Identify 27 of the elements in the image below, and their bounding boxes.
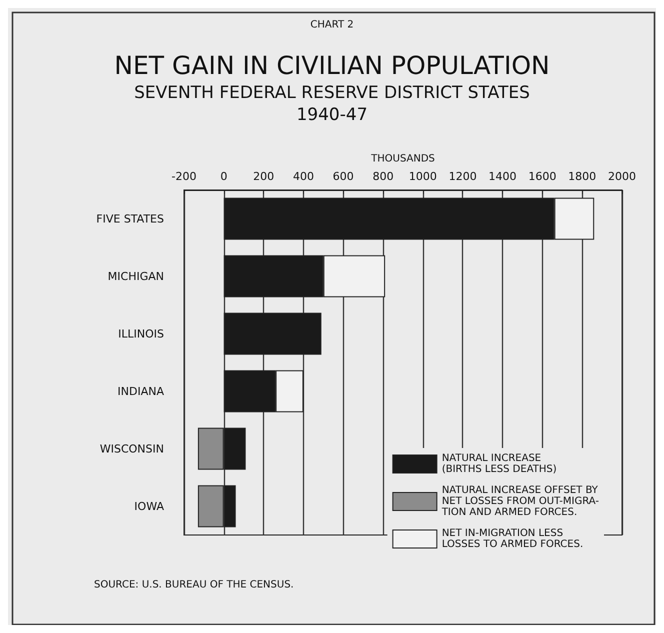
- source-note: SOURCE: U.S. BUREAU OF THE CENSUS.: [94, 580, 294, 590]
- x-tick-label: 200: [253, 170, 274, 183]
- x-tick-label: 800: [372, 170, 394, 183]
- chart-title: NET GAIN IN CIVILIAN POPULATION: [114, 51, 550, 80]
- x-tick-label: 1800: [568, 170, 596, 183]
- legend-label: NATURAL INCREASE OFFSET BY NET LOSSES FROM OUT-MIGRA- TION AND ARMED FORCES.: [440, 485, 600, 518]
- y-tick-label: WISCONSIN: [100, 442, 164, 456]
- bar: [224, 312, 322, 355]
- chart-subtitle: SEVENTH FEDERAL RESERVE DISTRICT STATES 1940-47: [134, 83, 530, 125]
- legend-label: NET IN-MIGRATION LESS LOSSES TO ARMED FORCES.: [442, 528, 584, 550]
- legend-label: NATURAL INCREASE (BIRTHS LESS DEATHS): [442, 453, 557, 475]
- y-tick-label: INDIANA: [118, 384, 164, 398]
- x-tick-label: 1400: [488, 170, 517, 183]
- x-tick-label: 600: [332, 170, 354, 183]
- x-tick-label: 0: [220, 170, 228, 183]
- y-tick-label: MICHIGAN: [108, 270, 164, 283]
- y-tick-label: IOWA: [134, 500, 164, 513]
- y-tick-label: ILLINOIS: [118, 327, 164, 340]
- caption: CHART 2: [310, 20, 354, 30]
- x-tick-label: 2000: [608, 170, 636, 183]
- x-tick-label: 1600: [528, 170, 556, 183]
- x-tick-label: 1000: [408, 170, 437, 183]
- y-tick-label: FIVE STATES: [96, 212, 164, 226]
- x-tick-label: -200: [172, 170, 196, 183]
- x-axis-title: THOUSANDS: [370, 154, 435, 164]
- x-tick-label: 400: [292, 170, 314, 183]
- x-tick-label: 1200: [448, 170, 477, 183]
